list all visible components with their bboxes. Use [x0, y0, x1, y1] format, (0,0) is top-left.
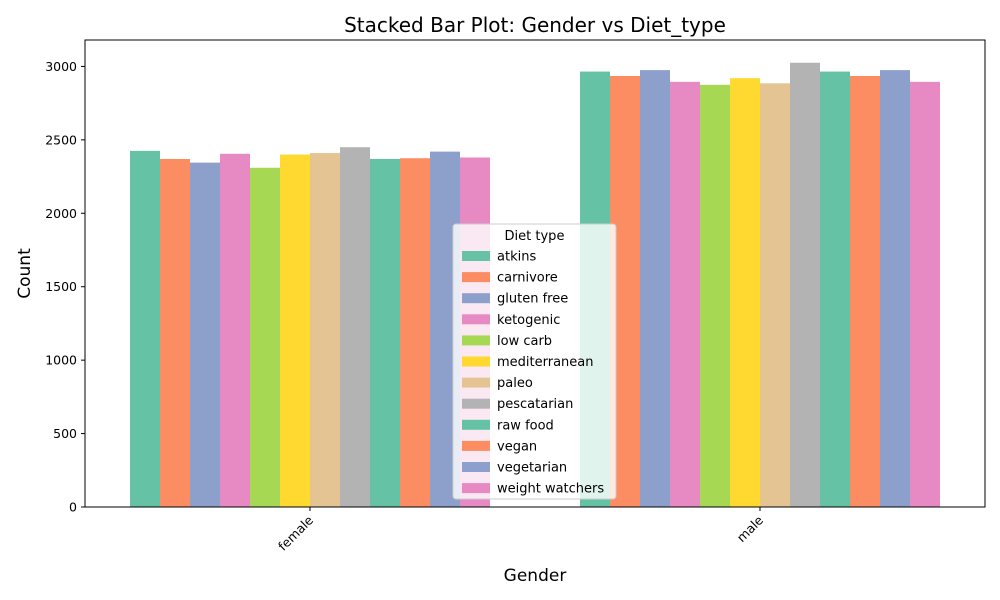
y-tick-label: 1000	[45, 353, 77, 368]
bar-male-paleo	[760, 83, 790, 507]
y-tick-label: 2000	[45, 206, 77, 221]
bar-female-gluten-free	[190, 162, 220, 507]
y-tick-label: 500	[53, 426, 77, 441]
legend-label-pescatarian: pescatarian	[497, 397, 573, 412]
bar-female-atkins	[130, 150, 160, 507]
bar-female-carnivore	[160, 158, 190, 507]
legend-label-low-carb: low carb	[497, 334, 552, 349]
x-tick-label-female: female	[275, 512, 316, 553]
bar-male-raw-food	[820, 71, 850, 507]
y-tick-label: 1500	[45, 279, 77, 294]
legend-title: Diet type	[505, 229, 565, 244]
bar-female-mediterranean	[280, 154, 310, 508]
bar-male-weight-watchers	[910, 81, 940, 507]
bar-female-pescatarian	[340, 147, 370, 507]
legend-label-mediterranean: mediterranean	[497, 355, 594, 370]
legend-label-weight-watchers: weight watchers	[497, 482, 604, 497]
legend-swatch-low-carb	[462, 335, 490, 346]
legend-swatch-vegan	[462, 440, 490, 451]
legend-label-atkins: atkins	[497, 250, 536, 265]
x-axis-label: Gender	[504, 566, 567, 586]
x-tick-label-male: male	[734, 512, 767, 545]
bar-female-raw-food	[370, 158, 400, 507]
legend-label-vegetarian: vegetarian	[497, 461, 567, 476]
legend-swatch-vegetarian	[462, 462, 490, 472]
bar-male-low-carb	[700, 84, 730, 507]
bar-female-ketogenic	[220, 153, 250, 507]
bar-male-pescatarian	[790, 62, 820, 507]
legend-swatch-carnivore	[462, 272, 490, 283]
y-tick-label: 3000	[45, 59, 77, 74]
legend-label-gluten-free: gluten free	[497, 292, 568, 307]
legend-box	[452, 223, 617, 500]
bar-male-mediterranean	[730, 78, 760, 508]
bar-female-paleo	[310, 153, 340, 507]
legend-label-carnivore: carnivore	[497, 271, 558, 286]
legend-swatch-atkins	[462, 251, 490, 261]
bar-male-ketogenic	[670, 81, 700, 507]
legend-swatch-pescatarian	[462, 398, 490, 409]
legend-label-vegan: vegan	[497, 439, 537, 454]
legend-label-ketogenic: ketogenic	[497, 313, 560, 328]
legend-swatch-mediterranean	[462, 356, 490, 367]
legend-label-paleo: paleo	[497, 376, 533, 391]
legend-label-raw-food: raw food	[497, 418, 554, 433]
bar-male-vegetarian	[880, 70, 910, 508]
bar-male-vegan	[850, 75, 880, 507]
legend-swatch-weight-watchers	[462, 483, 490, 494]
y-axis-label: Count	[15, 248, 35, 299]
bar-male-gluten-free	[640, 70, 670, 508]
legend-swatch-ketogenic	[462, 314, 490, 325]
y-tick-label: 2500	[45, 132, 77, 147]
bar-female-low-carb	[250, 167, 280, 507]
bar-female-vegan	[400, 158, 430, 507]
legend-swatch-paleo	[462, 377, 490, 388]
legend: Diet type atkins carnivore gluten free ketog…	[452, 223, 617, 500]
plot-frame	[84, 39, 986, 508]
legend-swatch-gluten-free	[462, 293, 490, 304]
legend-swatch-raw-food	[462, 419, 490, 430]
chart-title: Stacked Bar Plot: Gender vs Diet_type	[344, 13, 726, 37]
y-tick-label: 0	[69, 500, 77, 515]
